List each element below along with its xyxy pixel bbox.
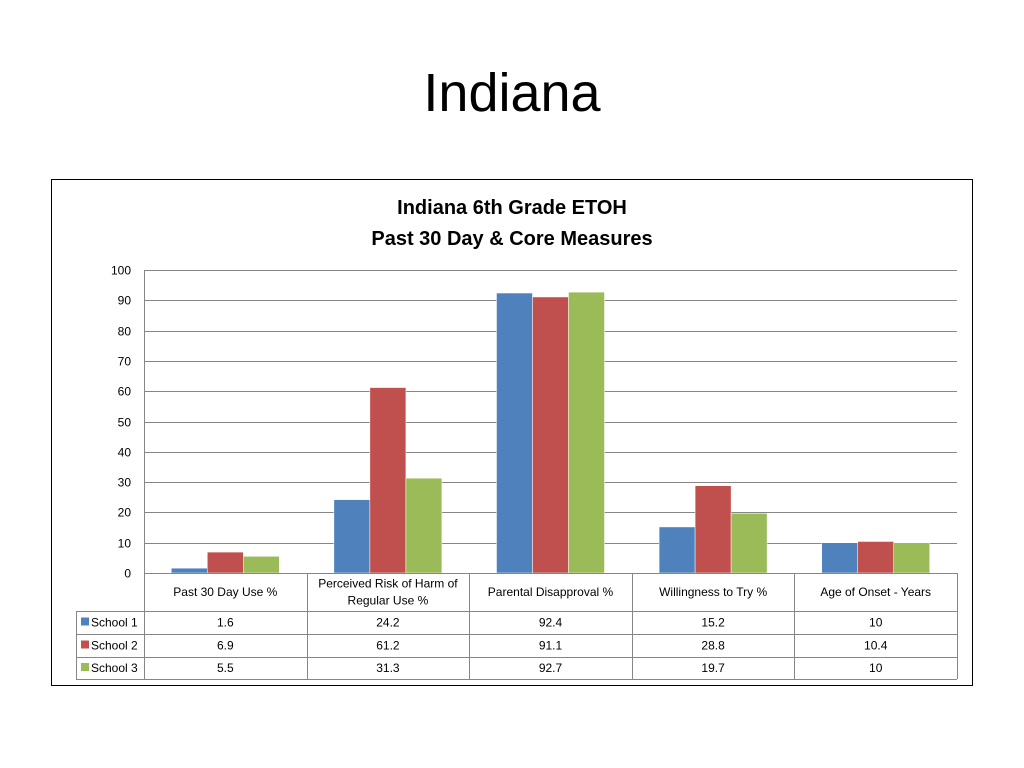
y-tick-label: 30 (118, 476, 132, 490)
data-label: 15.2 (701, 616, 725, 630)
y-tick-label: 20 (118, 506, 132, 520)
data-label: 92.7 (539, 661, 563, 675)
data-label: 6.9 (217, 639, 234, 653)
x-category-label: Age of Onset - Years (820, 585, 931, 599)
bar-school-2 (369, 387, 407, 574)
x-category-label: Willingness to Try % (659, 585, 767, 599)
data-label: 10 (869, 616, 883, 630)
x-category-label: Regular Use % (348, 594, 429, 608)
bar-school-1 (333, 499, 371, 574)
chart-title: Indiana 6th Grade ETOH (397, 197, 627, 219)
bar-school-2 (532, 296, 569, 574)
bar-school-3 (893, 542, 930, 574)
bar-school-3 (568, 291, 605, 574)
data-label: 24.2 (376, 616, 400, 630)
data-label: 28.8 (701, 639, 725, 653)
bar-school-1 (658, 526, 696, 574)
data-label: 10.4 (864, 639, 888, 653)
legend-label: School 2 (91, 639, 138, 653)
bar-school-1 (496, 292, 533, 574)
y-tick-label: 10 (118, 537, 132, 551)
data-label: 92.4 (539, 616, 563, 630)
x-category-label: Parental Disapproval % (488, 585, 614, 599)
data-label: 1.6 (217, 616, 234, 630)
y-tick-label: 60 (118, 385, 132, 399)
slide-title: Indiana (423, 63, 601, 123)
data-label: 10 (869, 661, 883, 675)
legend-swatch (81, 617, 89, 626)
data-label: 61.2 (376, 639, 400, 653)
bar-school-2 (207, 551, 244, 574)
data-label: 91.1 (539, 639, 563, 653)
chart-subtitle: Past 30 Day & Core Measures (371, 228, 652, 250)
y-tick-label: 80 (118, 325, 132, 339)
bar-school-2 (857, 541, 894, 574)
legend-label: School 1 (91, 616, 138, 630)
bar-school-2 (694, 485, 732, 574)
data-label: 5.5 (217, 661, 234, 675)
y-tick-label: 40 (118, 446, 132, 460)
y-tick-label: 90 (118, 294, 132, 308)
y-tick-label: 0 (124, 567, 131, 581)
data-label: 31.3 (376, 661, 400, 675)
x-category-label: Past 30 Day Use % (173, 585, 277, 599)
data-label: 19.7 (701, 661, 725, 675)
legend-swatch (81, 640, 89, 649)
bar-school-1 (171, 567, 208, 574)
y-tick-label: 100 (111, 264, 131, 278)
legend-swatch (81, 663, 89, 671)
bar-school-3 (405, 477, 443, 574)
bar-school-3 (243, 556, 280, 574)
y-tick-label: 50 (118, 416, 132, 430)
bar-school-1 (821, 542, 858, 574)
bar-school-3 (730, 513, 768, 574)
y-tick-label: 70 (118, 355, 132, 369)
legend-label: School 3 (91, 661, 138, 675)
x-category-label: Perceived Risk of Harm of (318, 577, 458, 591)
